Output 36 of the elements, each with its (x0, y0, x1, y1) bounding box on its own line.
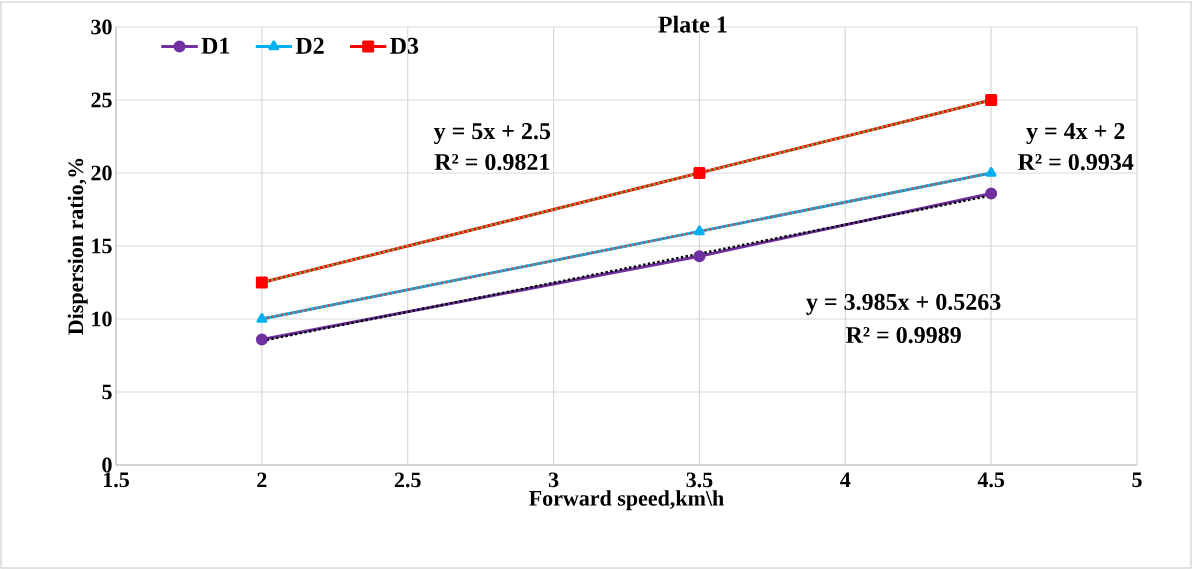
point (255, 276, 268, 289)
point (985, 166, 997, 177)
annotation: y = 4x + 2 (1026, 123, 1125, 145)
y-tick-label: 20 (91, 165, 112, 181)
legend-label: D3 (390, 37, 419, 54)
x-tick-label: 1.5 (104, 472, 129, 488)
annotation: y = 3.985x + 0.5263 (806, 293, 1001, 315)
point (693, 166, 706, 179)
x-axis-title: Forward speed,km\h (529, 490, 724, 511)
y-tick-label: 0 (102, 457, 112, 473)
x-tick-label: 4 (840, 472, 851, 487)
y-tick-label: 25 (91, 92, 112, 108)
annotation: R² = 0.9934 (1018, 153, 1134, 171)
point (985, 93, 998, 106)
annotation: R² = 0.9821 (434, 153, 550, 171)
y-tick-label: 5 (102, 384, 112, 400)
point (256, 312, 268, 323)
x-tick-label: 3.5 (686, 472, 713, 488)
x-tick-label: 2 (257, 472, 267, 488)
x-tick-label: 4.5 (977, 472, 1005, 488)
x-tick-label: 5 (1132, 472, 1142, 488)
annotation: R² = 0.9989 (845, 326, 961, 344)
y-tick-label: 10 (92, 311, 112, 327)
legend-label: D1 (201, 37, 230, 54)
annotation: y = 5x + 2.5 (433, 123, 551, 145)
x-tick-label: 3 (548, 472, 559, 488)
y-tick-label: 15 (92, 238, 112, 254)
chart-title: Plate 1 (658, 15, 727, 33)
point (985, 187, 998, 200)
y-tick-label: 30 (91, 19, 112, 35)
point (694, 225, 705, 236)
legend-label: D2 (295, 37, 324, 54)
x-tick-label: 2.5 (394, 472, 421, 488)
point (255, 333, 268, 346)
point (693, 250, 706, 263)
y-axis-title: Dispersion ratio,% (67, 158, 88, 335)
